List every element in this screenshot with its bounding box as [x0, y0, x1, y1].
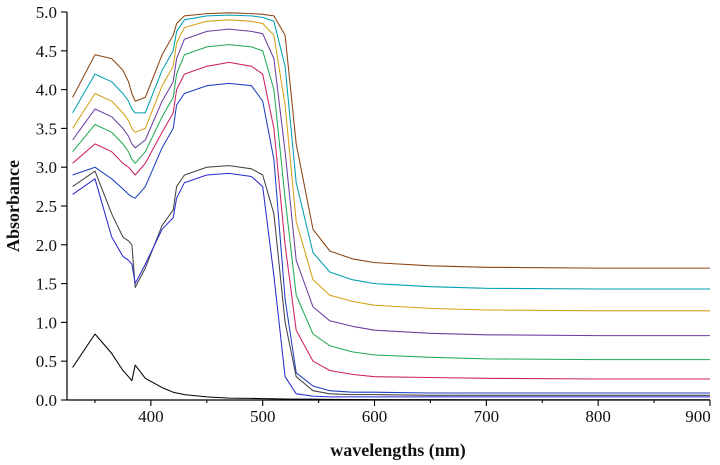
- x-tick-label: 400: [138, 407, 164, 426]
- y-tick-label: 5.0: [36, 3, 57, 22]
- series-line-10: [72, 172, 710, 398]
- series-line-1: [72, 333, 710, 401]
- x-tick-label: 800: [585, 407, 611, 426]
- series-line-9: [72, 165, 710, 396]
- series-group: [72, 12, 710, 401]
- series-line-8: [72, 12, 710, 269]
- y-tick-label: 0.5: [36, 352, 57, 371]
- y-tick-label: 1.0: [36, 313, 57, 332]
- x-tick-label: 600: [362, 407, 388, 426]
- x-tick-label: 500: [250, 407, 276, 426]
- y-tick-label: 4.5: [36, 42, 57, 61]
- y-axis-label: Absorbance: [3, 160, 23, 252]
- series-line-7: [72, 14, 710, 290]
- y-tick-label: 1.5: [36, 275, 57, 294]
- series-line-4: [72, 44, 710, 361]
- y-tick-label: 0.0: [36, 391, 57, 410]
- y-tick-label: 2.5: [36, 197, 57, 216]
- x-tick-label: 700: [474, 407, 500, 426]
- y-tick-label: 3.5: [36, 119, 57, 138]
- series-line-3: [72, 61, 710, 380]
- y-axis-ticks: 0.0 0.5 1.0 1.5 2.0 2.5 3.0 3.5 4.0 4.5 5.0: [36, 3, 67, 410]
- x-tick-label: 900: [685, 407, 711, 426]
- series-line-2: [72, 82, 710, 394]
- series-line-6: [72, 19, 710, 312]
- y-tick-label: 3.0: [36, 158, 57, 177]
- x-axis-label: wavelengths (nm): [330, 440, 466, 461]
- series-line-5: [72, 28, 710, 337]
- y-tick-label: 2.0: [36, 236, 57, 255]
- x-axis-ticks: 400 500 600 700 800 900: [94, 400, 711, 426]
- y-tick-label: 4.0: [36, 81, 57, 100]
